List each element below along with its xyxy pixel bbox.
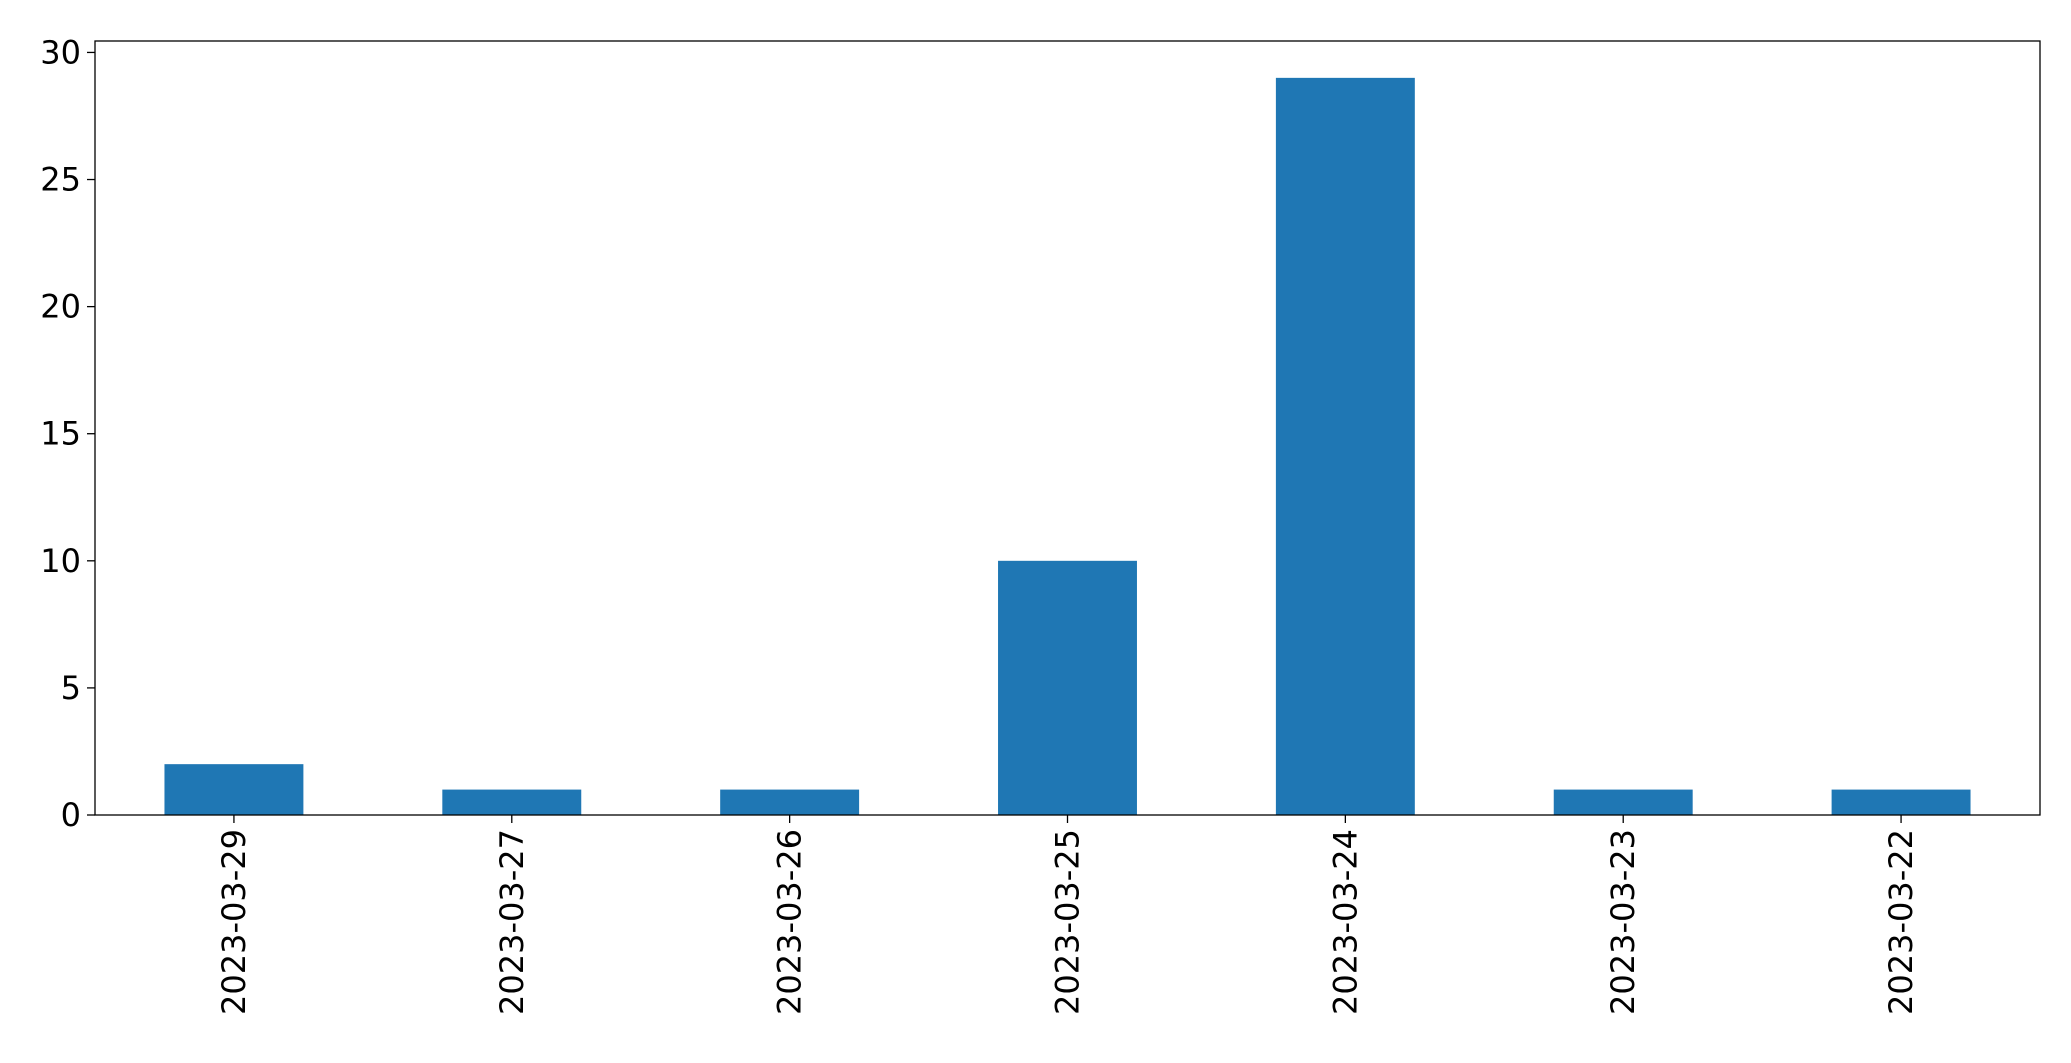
y-tick-label: 30 xyxy=(40,33,81,71)
x-tick-label: 2023-03-22 xyxy=(1882,829,1920,1015)
x-tick-label: 2023-03-27 xyxy=(493,829,531,1015)
bar-2023-03-22 xyxy=(1831,789,1971,815)
bar-2023-03-25 xyxy=(998,560,1137,815)
y-tick-label: 25 xyxy=(40,161,81,199)
bar-2023-03-27 xyxy=(442,789,582,815)
x-tick-label: 2023-03-23 xyxy=(1604,829,1642,1015)
y-tick-label: 10 xyxy=(40,542,81,580)
bars-group xyxy=(164,77,1971,816)
x-axis: 2023-03-29 2023-03-27 2023-03-26 2023-03-25… xyxy=(215,815,1920,1015)
bar-2023-03-23 xyxy=(1553,789,1693,815)
x-tick-label: 2023-03-25 xyxy=(1049,829,1087,1015)
bar-2023-03-24 xyxy=(1275,77,1415,816)
bar-2023-03-29 xyxy=(164,764,304,815)
plot-frame xyxy=(94,40,2041,816)
x-tick-label: 2023-03-24 xyxy=(1326,829,1364,1015)
x-tick-label: 2023-03-29 xyxy=(215,829,253,1015)
y-axis: 0 5 10 15 20 25 30 xyxy=(40,33,95,834)
y-tick-label: 5 xyxy=(61,669,81,707)
y-tick-label: 15 xyxy=(40,415,81,453)
y-tick-label: 0 xyxy=(61,796,81,834)
bar-2023-03-26 xyxy=(720,789,860,815)
x-tick-label: 2023-03-26 xyxy=(771,829,809,1015)
y-tick-label: 20 xyxy=(40,288,81,326)
